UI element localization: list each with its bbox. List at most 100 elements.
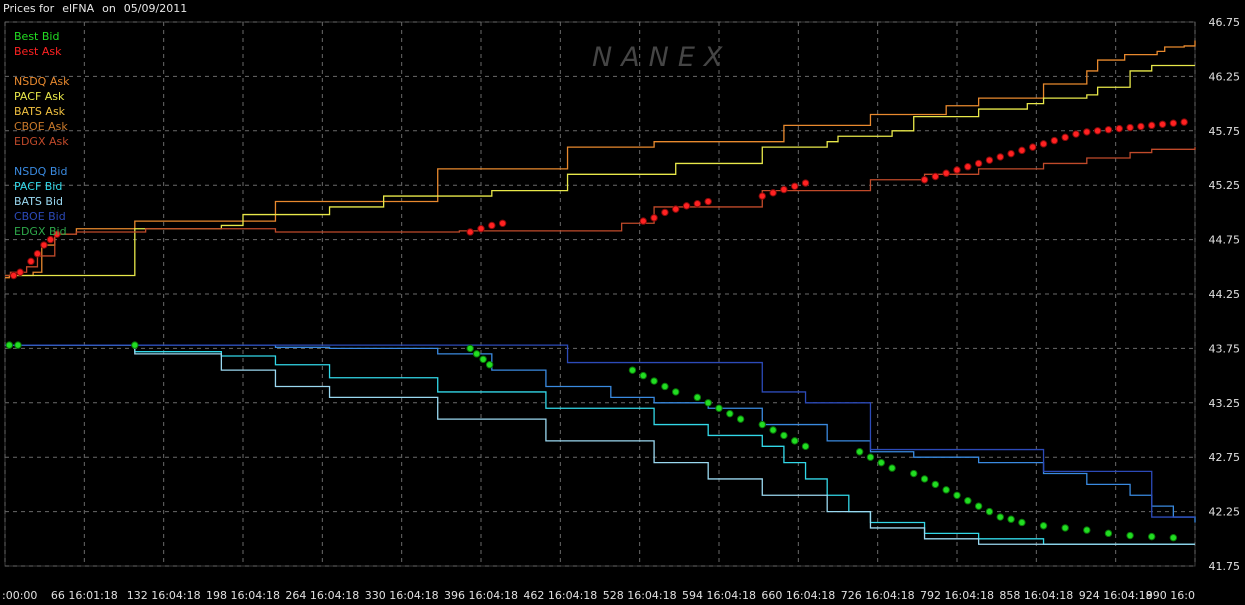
marker-best-bid [661, 382, 669, 391]
marker-best-ask [488, 221, 496, 230]
series-line-cboe-bid [5, 344, 1195, 518]
y-tick-label: 44.25 [1209, 288, 1241, 301]
marker-best-bid [910, 469, 918, 478]
legend: Best Bid Best Ask NSDQ Ask PACF Ask BATS Ask… [14, 29, 69, 239]
marker-best-bid [758, 420, 766, 429]
legend-spacer [14, 59, 69, 74]
legend-item: PACF Bid [14, 180, 63, 193]
marker-best-bid [726, 409, 734, 418]
y-tick-label: 46.75 [1209, 16, 1241, 29]
marker-best-ask [33, 250, 42, 258]
marker-best-bid [466, 344, 474, 353]
x-tick-label: 66 16:01:18 [51, 589, 118, 602]
marker-best-ask [46, 235, 55, 244]
marker-best-bid [5, 341, 14, 349]
marker-best-bid [693, 393, 702, 402]
marker-best-ask [27, 257, 35, 266]
marker-best-ask [650, 214, 658, 222]
marker-best-ask [704, 197, 712, 206]
x-tick-label: 132 16:04:18 [127, 589, 201, 602]
marker-best-ask [9, 271, 18, 280]
marker-best-bid [953, 491, 961, 499]
x-tick-label: 330 16:04:18 [365, 589, 439, 602]
marker-best-bid [1007, 515, 1015, 523]
marker-best-bid [888, 464, 896, 472]
marker-best-ask [682, 202, 691, 210]
marker-best-bid [974, 502, 983, 510]
marker-best-ask [1169, 119, 1178, 127]
y-tick-label: 45.75 [1209, 125, 1241, 138]
marker-best-bid [791, 437, 799, 445]
marker-best-ask [1029, 143, 1037, 151]
legend-item: BATS Bid [14, 195, 64, 208]
x-tick-label: 990 16:0 [1146, 589, 1195, 602]
legend-item: NSDQ Ask [14, 75, 70, 88]
legend-item: PACF Ask [14, 90, 65, 103]
marker-best-ask [791, 182, 799, 190]
marker-best-bid [672, 388, 680, 396]
legend-item: EDGX Ask [14, 135, 69, 148]
series-line-nsdq-bid [5, 344, 1196, 523]
marker-best-ask [1083, 128, 1091, 136]
y-tick-label: 43.75 [1209, 342, 1241, 355]
marker-best-ask [769, 189, 777, 197]
x-tick-label: 462 16:04:18 [523, 589, 597, 602]
marker-best-bid [736, 415, 745, 423]
marker-best-bid [650, 377, 658, 385]
series-line-pacf-bid [5, 344, 1195, 545]
date-label: 05/09/2011 [123, 2, 188, 15]
marker-best-ask [498, 219, 507, 227]
marker-best-ask [964, 163, 972, 171]
marker-best-ask [758, 192, 766, 200]
marker-best-bid [628, 366, 637, 374]
marker-best-ask [1115, 124, 1123, 133]
x-tick-label: 264 16:04:18 [285, 589, 359, 602]
legend-item: CBOE Bid [14, 210, 66, 223]
marker-best-ask [780, 185, 788, 194]
x-tick-label: 594 16:04:18 [682, 589, 756, 602]
marker-best-ask [53, 230, 61, 238]
marker-best-ask [466, 228, 474, 236]
x-tick-label: 660 16:04:18 [761, 589, 835, 602]
x-tick-label: 726 16:04:18 [841, 589, 915, 602]
series-line-edgx-ask [5, 147, 1196, 277]
legend-item: CBOE Ask [14, 120, 68, 133]
marker-best-bid [942, 486, 950, 494]
marker-best-bid [780, 431, 788, 440]
marker-best-bid [14, 341, 22, 349]
marker-best-bid [877, 458, 885, 467]
marker-best-bid [1061, 524, 1069, 532]
marker-best-ask [672, 205, 680, 213]
y-tick-label: 45.25 [1209, 179, 1241, 192]
marker-best-bid [715, 404, 723, 412]
y-tick-label: 44.75 [1209, 234, 1241, 247]
x-tick-label: 924 16:04:18 [1079, 589, 1153, 602]
marker-best-bid [1018, 518, 1026, 527]
x-tick-label: 792 16:04:18 [920, 589, 994, 602]
marker-best-bid [131, 341, 139, 349]
marker-best-ask [1180, 118, 1188, 126]
marker-best-ask [40, 241, 48, 249]
y-tick-label: 46.25 [1209, 70, 1241, 83]
legend-item: Best Bid [14, 30, 60, 43]
marker-best-ask [16, 268, 24, 276]
chart-header: Prices for elFNA on 05/09/2011 [0, 0, 187, 18]
marker-best-ask [942, 169, 950, 177]
marker-best-ask [801, 179, 810, 187]
marker-best-bid [639, 371, 647, 380]
marker-best-ask [985, 156, 994, 164]
on-label: on [102, 2, 116, 15]
marker-best-bid [801, 442, 810, 451]
marker-best-bid [769, 426, 777, 434]
marker-best-ask [1007, 149, 1015, 158]
marker-best-bid [479, 355, 487, 363]
y-tick-label: 42.25 [1209, 506, 1241, 519]
marker-best-bid [485, 361, 494, 369]
marker-best-bid [855, 448, 864, 456]
y-tick-label: 42.75 [1209, 451, 1241, 464]
marker-best-ask [1104, 126, 1113, 134]
marker-best-ask [953, 166, 961, 174]
marker-best-ask [661, 208, 669, 217]
marker-best-bid [472, 350, 481, 358]
